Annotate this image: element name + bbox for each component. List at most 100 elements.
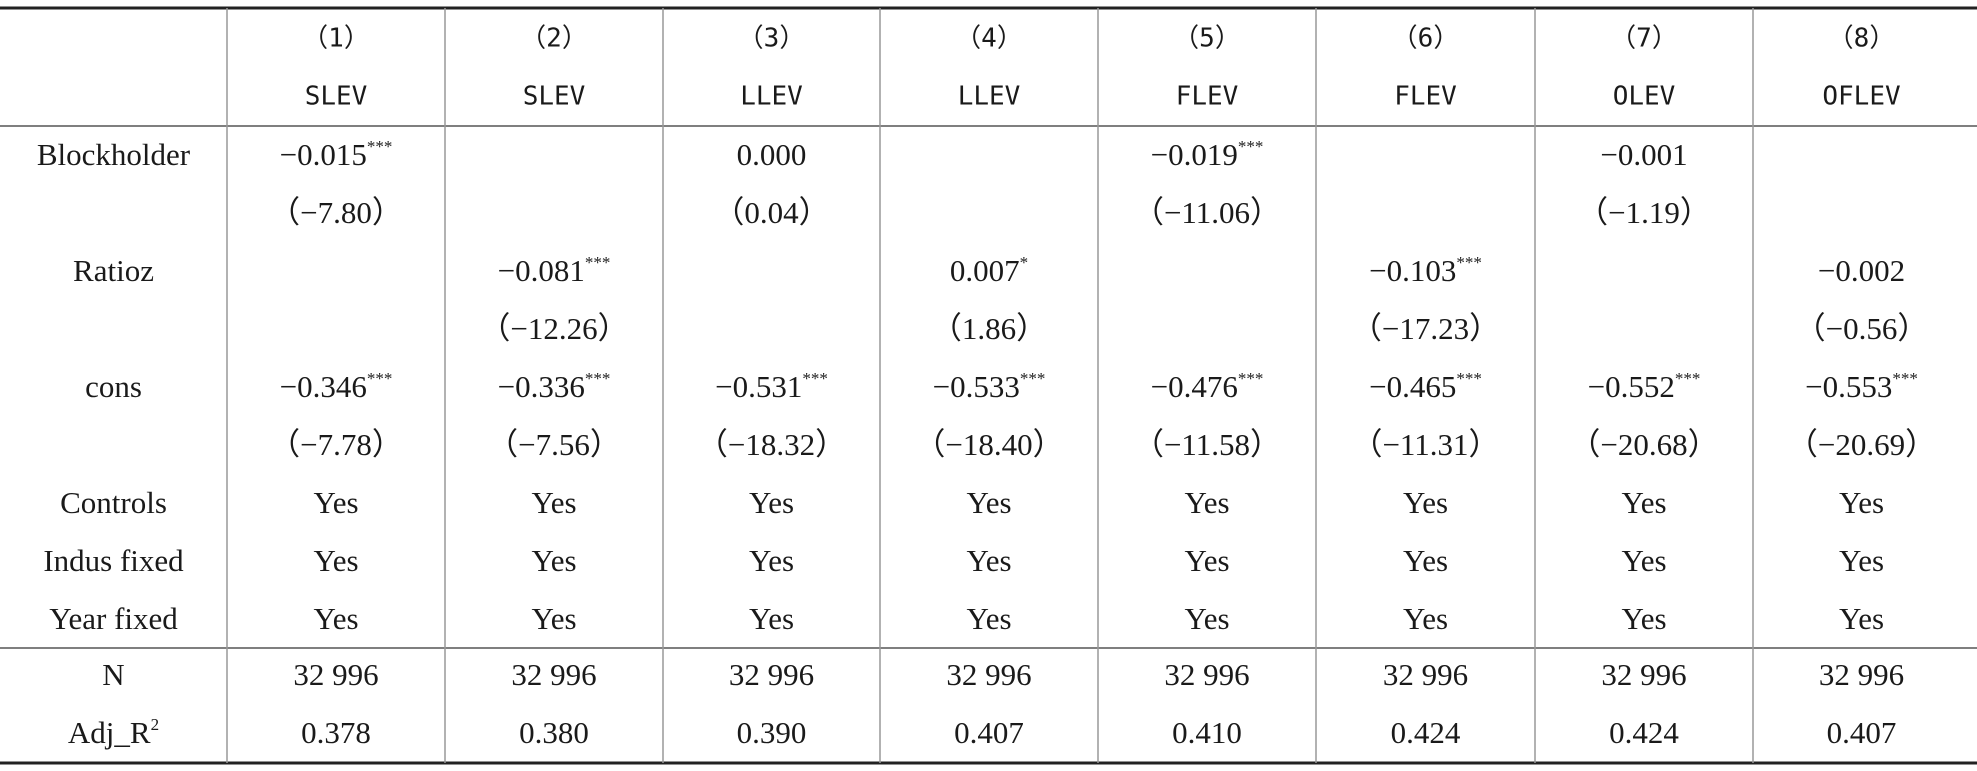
cell: −0.336*** [498, 369, 611, 404]
cell-value: −0.019 [1151, 137, 1238, 172]
cell: Yes [1621, 485, 1666, 520]
column-name: SLEV [305, 82, 368, 112]
cell-value: Adj_R [68, 715, 151, 750]
significance: *** [585, 369, 611, 388]
cell: 0.380 [519, 715, 589, 750]
row-label: Adj_R2 [68, 715, 159, 750]
column-number: （8） [1828, 24, 1896, 54]
row-label: Blockholder [37, 137, 191, 172]
cell: 0.378 [301, 715, 371, 750]
cell: 0.410 [1172, 715, 1242, 750]
cell: Yes [1403, 485, 1448, 520]
column-number: （1） [302, 24, 370, 54]
cell: Yes [1621, 543, 1666, 578]
significance: *** [1456, 253, 1482, 272]
significance: *** [1020, 369, 1046, 388]
cell: （−0.56） [1795, 311, 1929, 346]
cell-value: −0.553 [1805, 369, 1892, 404]
column-number: （6） [1392, 24, 1460, 54]
column-number: （2） [520, 24, 588, 54]
cell: 32 996 [511, 657, 596, 692]
cell-value: −0.465 [1369, 369, 1456, 404]
cell: Yes [313, 543, 358, 578]
cell: 32 996 [1601, 657, 1686, 692]
cell: （−18.32） [697, 427, 846, 462]
cell: 0.007* [950, 253, 1028, 288]
cell: Yes [1403, 601, 1448, 636]
cell: 32 996 [1164, 657, 1249, 692]
cell: −0.531*** [715, 369, 828, 404]
cell: 32 996 [293, 657, 378, 692]
column-name: OLEV [1613, 82, 1676, 112]
cell: （−12.26） [479, 311, 628, 346]
cell: （−7.80） [269, 195, 403, 230]
cell: （−18.40） [914, 427, 1063, 462]
cell: 0.424 [1391, 715, 1461, 750]
cell-value: −0.081 [498, 253, 585, 288]
significance: * [1020, 253, 1029, 272]
column-name: LLEV [958, 82, 1021, 112]
cell: 0.424 [1609, 715, 1679, 750]
column-number: （5） [1173, 24, 1241, 54]
cell: （−1.19） [1577, 195, 1711, 230]
cell: （−11.06） [1133, 195, 1281, 230]
cell-value: −0.533 [933, 369, 1020, 404]
cell: （−11.31） [1351, 427, 1499, 462]
cell: −0.081*** [498, 253, 611, 288]
significance: *** [1456, 369, 1482, 388]
cell: Yes [1184, 601, 1229, 636]
cell: Yes [966, 601, 1011, 636]
significance: *** [367, 137, 393, 156]
cell-value: 0.007 [950, 253, 1020, 288]
cell: Yes [1184, 543, 1229, 578]
significance: *** [1892, 369, 1918, 388]
cell: −0.346*** [280, 369, 393, 404]
row-label: Year fixed [49, 601, 178, 636]
column-number: （3） [738, 24, 806, 54]
cell: Yes [1403, 543, 1448, 578]
significance: *** [1238, 137, 1264, 156]
cell: Yes [1839, 485, 1884, 520]
cell: （0.04） [713, 195, 829, 230]
cell: （1.86） [931, 311, 1047, 346]
cell: −0.103*** [1369, 253, 1482, 288]
column-number: （7） [1610, 24, 1678, 54]
cell: Yes [313, 601, 358, 636]
cell: Yes [749, 485, 794, 520]
cell: 32 996 [729, 657, 814, 692]
cell: （−7.56） [487, 427, 621, 462]
cell: 0.000 [737, 137, 807, 172]
cell: −0.552*** [1588, 369, 1701, 404]
cell-value: −0.336 [498, 369, 585, 404]
cell: Yes [313, 485, 358, 520]
cell: −0.465*** [1369, 369, 1482, 404]
cell-value: −0.103 [1369, 253, 1456, 288]
column-name: LLEV [740, 82, 803, 112]
column-name: FLEV [1176, 82, 1239, 112]
cell: Yes [966, 485, 1011, 520]
row-label: Ratioz [73, 253, 154, 288]
cell: Yes [1839, 601, 1884, 636]
cell: Yes [749, 601, 794, 636]
cell: 32 996 [1819, 657, 1904, 692]
column-name: OFLEV [1822, 82, 1900, 112]
significance: *** [1238, 369, 1264, 388]
cell: 0.407 [954, 715, 1024, 750]
row-label: cons [85, 369, 142, 404]
cell: 32 996 [1383, 657, 1468, 692]
cell: 0.390 [737, 715, 807, 750]
cell: （−20.69） [1787, 427, 1936, 462]
cell: −0.019*** [1151, 137, 1264, 172]
cell-value: −0.346 [280, 369, 367, 404]
cell-value: −0.552 [1588, 369, 1675, 404]
cell: −0.002 [1818, 253, 1905, 288]
cell: −0.553*** [1805, 369, 1918, 404]
column-number: （4） [955, 24, 1023, 54]
column-name: SLEV [523, 82, 586, 112]
row-label: Controls [60, 485, 167, 520]
cell: 0.407 [1827, 715, 1897, 750]
cell: Yes [531, 485, 576, 520]
significance: *** [1675, 369, 1701, 388]
cell: −0.015*** [280, 137, 393, 172]
cell: （−7.78） [269, 427, 403, 462]
